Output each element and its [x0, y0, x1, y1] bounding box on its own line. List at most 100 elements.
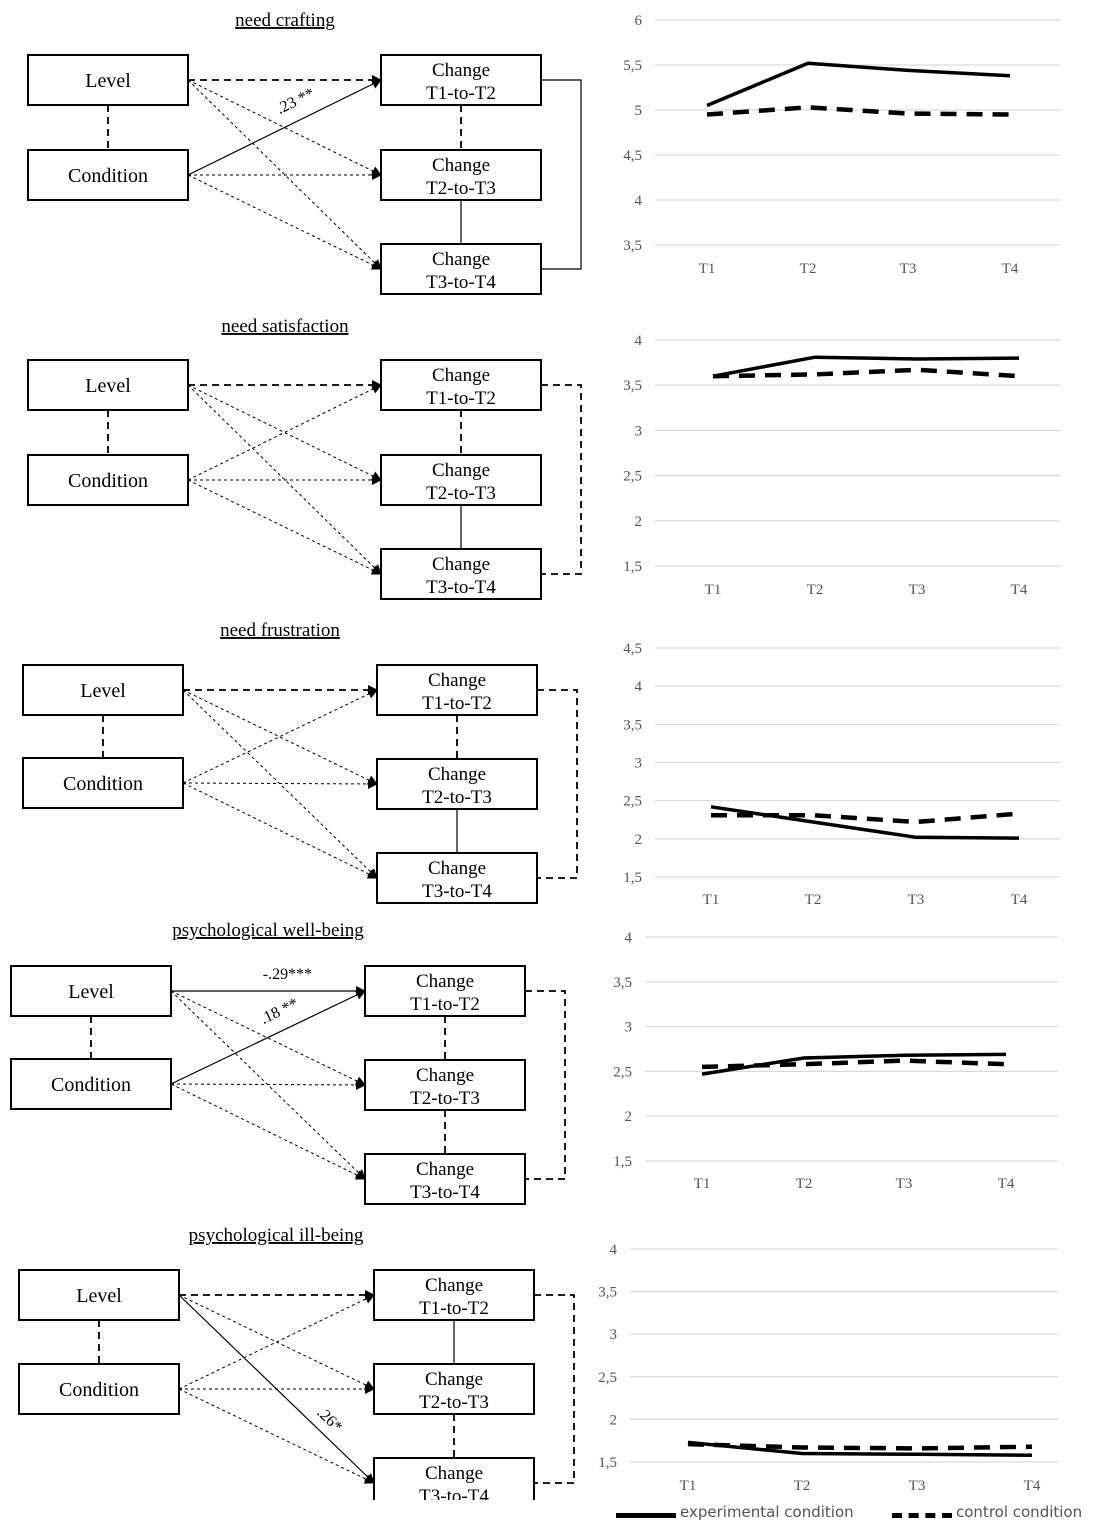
x-tick-label: T1: [703, 892, 720, 908]
y-tick-label: 4,5: [623, 641, 642, 657]
box-border: [22, 757, 184, 809]
x-tick-label: T2: [800, 261, 817, 277]
box-label-line2: T3-to-T4: [426, 272, 496, 293]
box-label-line1: Change: [428, 858, 486, 879]
y-tick-label: 2,5: [623, 794, 642, 810]
y-tick-label: 2: [610, 1412, 618, 1428]
change12-change34-link: [537, 689, 578, 879]
box-border: [27, 454, 189, 506]
x-tick-label: T3: [908, 892, 925, 908]
box-border: [364, 965, 526, 1017]
condition-box: Condition: [27, 454, 189, 506]
y-tick-label: 4: [610, 1242, 618, 1258]
box-border: [373, 1269, 535, 1321]
box-border: [380, 149, 542, 201]
x-tick-label: T2: [796, 1176, 813, 1192]
diagram-title: need frustration: [220, 620, 340, 641]
box-border: [18, 1269, 180, 1321]
condition-box: Condition: [27, 149, 189, 201]
y-tick-label: 4: [625, 930, 633, 946]
line-chart-1: 3,5 4 4,5 5 5,5 6 T1 T2 T3 T4: [623, 13, 1060, 277]
line-chart-2: 1,5 2 2,5 3 3,5 4 T1 T2 T3 T4: [623, 333, 1060, 598]
box-label: Condition: [51, 1074, 131, 1096]
x-tick-label: T3: [909, 582, 926, 598]
x-tick-label: T4: [1024, 1478, 1041, 1494]
box-label: Level: [76, 1285, 122, 1307]
box-label-line1: Change: [432, 155, 490, 176]
x-tick-label: T4: [1002, 261, 1019, 277]
box-border: [10, 1058, 172, 1110]
change12-change34-link: [534, 1294, 575, 1484]
box-label: Level: [85, 375, 131, 397]
x-tick-label: T1: [694, 1176, 711, 1192]
x-tick-label: T3: [896, 1176, 913, 1192]
box-border: [27, 54, 189, 106]
box-label: Level: [68, 981, 114, 1003]
box-label-line1: Change: [432, 60, 490, 81]
box-label-line2: T2-to-T3: [410, 1088, 480, 1109]
path-arrow-c1: [187, 79, 382, 176]
legend: experimental condition control condition: [612, 1503, 1100, 1525]
path-arrow-c2: [170, 1079, 366, 1090]
y-tick-label: 6: [635, 13, 643, 29]
x-tick-label: T1: [705, 582, 722, 598]
legend-label-experimental: experimental condition: [680, 1503, 854, 1521]
box-label-line2: T2-to-T3: [422, 787, 492, 808]
box-label-line2: T1-to-T2: [422, 693, 492, 714]
box-label-line1: Change: [432, 460, 490, 481]
box-label-line2: T3-to-T4: [422, 881, 492, 902]
box-label-line1: Change: [416, 1159, 474, 1180]
condition-box: Condition: [22, 757, 184, 809]
change-t3-t4-box: Change T3-to-T4: [373, 1457, 535, 1500]
x-tick-label: T3: [909, 1478, 926, 1494]
box-border: [22, 664, 184, 716]
box-border: [364, 1153, 526, 1205]
box-border: [364, 1059, 526, 1111]
box-label-line1: Change: [425, 1463, 483, 1484]
y-tick-label: 3: [635, 423, 643, 439]
path-coefficient: .26*: [313, 1404, 345, 1436]
y-tick-label: 3,5: [598, 1285, 617, 1301]
change12-change34-link: [541, 79, 582, 270]
y-tick-label: 2: [635, 514, 643, 530]
box-label-line2: T3-to-T4: [419, 1486, 489, 1500]
series-line-experimental: [706, 61, 1011, 108]
x-tick-label: T3: [900, 261, 917, 277]
box-label-line2: T3-to-T4: [426, 577, 496, 598]
box-label-line1: Change: [425, 1369, 483, 1390]
legend-label-control: control condition: [956, 1503, 1083, 1521]
condition-box: Condition: [10, 1058, 172, 1110]
box-border: [380, 54, 542, 106]
box-label-line2: T1-to-T2: [426, 388, 496, 409]
y-tick-label: 3: [610, 1327, 618, 1343]
y-tick-label: 4: [635, 193, 643, 209]
y-tick-label: 2,5: [623, 469, 642, 485]
box-label-line2: T1-to-T2: [410, 994, 480, 1015]
y-tick-label: 4: [635, 333, 643, 349]
y-tick-label: 3: [625, 1020, 633, 1036]
x-tick-label: T4: [1011, 892, 1028, 908]
diagram-panel-1: need craftingLevelConditionChangeT1-to-T…: [27, 10, 582, 295]
y-tick-label: 5: [635, 103, 643, 119]
series-line-control: [712, 367, 1020, 379]
line-chart-3: 1,5 2 2,5 3 3,5 4 4,5 T1 T2 T3 T4: [623, 641, 1060, 908]
y-tick-label: 2: [635, 832, 643, 848]
box-border: [380, 454, 542, 506]
box-border: [18, 1363, 180, 1415]
y-tick-label: 2,5: [613, 1064, 632, 1080]
box-label: Condition: [68, 165, 148, 187]
y-tick-label: 4: [635, 679, 643, 695]
box-border: [376, 852, 538, 904]
level-box: Level: [27, 359, 189, 411]
